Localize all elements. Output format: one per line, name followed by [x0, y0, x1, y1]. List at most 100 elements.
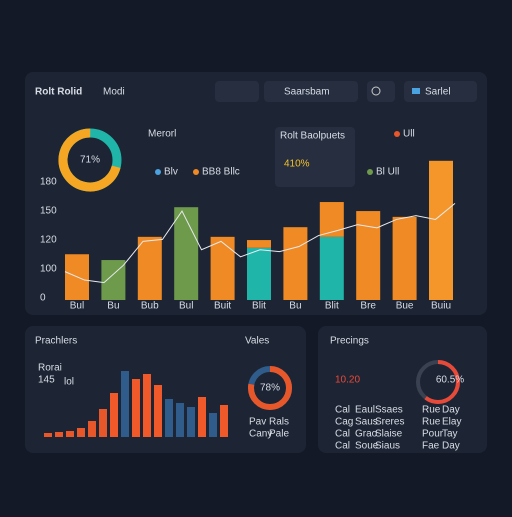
y-axis-label: 100: [40, 264, 57, 275]
x-axis-label: Bul: [179, 301, 193, 312]
table-cell: Day: [442, 441, 460, 452]
table-cell: Cal: [335, 405, 350, 416]
legend-text: Bl Ull: [376, 167, 399, 178]
y-axis-label: 120: [40, 235, 57, 246]
bar: [429, 160, 453, 300]
table-cell: Pour: [422, 429, 444, 440]
table-cell: Grao: [355, 429, 378, 440]
histogram-bar: [165, 399, 173, 437]
menu[interactable]: Merorl: [148, 129, 176, 140]
donut-arc: [248, 366, 292, 410]
bar: [356, 211, 381, 300]
table-cell: Fae: [422, 441, 440, 452]
legend-text: Blv: [164, 167, 178, 178]
bar: [283, 227, 308, 300]
legend-text: Cany: [249, 429, 272, 440]
legend-text: BB8 Bllc: [202, 167, 240, 178]
histogram-bar: [143, 374, 151, 437]
x-axis-label: Bul: [70, 301, 84, 312]
subtitle: Modi: [103, 87, 125, 98]
legend-dot: [193, 169, 199, 175]
bar: [319, 236, 344, 300]
toolbar[interactable]: [215, 81, 259, 102]
x-axis-label: Bre: [360, 301, 376, 312]
legend-dot: [155, 169, 161, 175]
title: Rolt Rolid: [35, 87, 82, 98]
y-axis-label: 0: [40, 293, 46, 304]
x-axis-label: Bue: [396, 301, 414, 312]
bar: [247, 247, 271, 300]
user-button[interactable]: [367, 81, 395, 102]
histogram-bar: [110, 393, 118, 437]
donut-arc: [58, 128, 122, 192]
panel-title: Vales: [245, 336, 269, 347]
bar: [174, 207, 199, 300]
histogram-bar: [198, 397, 206, 437]
histogram-bar: [44, 433, 52, 437]
table-cell: Day: [442, 405, 460, 416]
gauge-label: 60.5%: [436, 375, 464, 386]
table-cell: Sreres: [375, 417, 404, 428]
histogram-bar: [99, 409, 107, 437]
table-cell: Siaus: [375, 441, 400, 452]
table-cell: Cal: [335, 429, 350, 440]
card-title: Rolt Baolpuets: [280, 131, 345, 142]
kpi: 145: [38, 375, 55, 386]
bar: [392, 216, 417, 300]
dot: [394, 131, 400, 137]
kpi-caption: Rorai: [38, 363, 62, 374]
card-tag: Ull: [403, 129, 415, 140]
search-text: Saarsbam: [284, 87, 330, 98]
donut-label: 71%: [80, 155, 100, 166]
table-cell: Elay: [442, 417, 461, 428]
legend-dot: [367, 169, 373, 175]
kpi-unit: lol: [64, 377, 74, 388]
histogram-bar: [55, 432, 63, 437]
table-cell: Ssaes: [375, 405, 403, 416]
donut-arc: [416, 360, 460, 404]
histogram-bar: [220, 405, 228, 437]
search-box[interactable]: [264, 81, 358, 102]
icon: [371, 86, 381, 96]
histogram-bar: [88, 421, 96, 437]
card-value: 410%: [284, 159, 310, 170]
panel-title: Precings: [330, 336, 369, 347]
histogram-bar: [121, 371, 129, 437]
legend-text: Pale: [269, 429, 289, 440]
table-cell: Eaul: [355, 405, 375, 416]
histogram-bar: [209, 413, 217, 437]
x-axis-label: Blit: [252, 301, 266, 312]
table-cell: Rue: [422, 405, 441, 416]
histogram-bar: [187, 407, 195, 437]
trend-line: [64, 202, 456, 284]
histogram-bar: [176, 403, 184, 437]
kpi-card: [275, 127, 355, 187]
table-cell: Rue: [422, 417, 441, 428]
icon: [412, 88, 420, 94]
bar: [210, 236, 235, 300]
x-axis-label: Buiu: [431, 301, 451, 312]
table-cell: Cag: [335, 417, 353, 428]
bar: [137, 236, 162, 300]
x-axis-label: Bub: [141, 301, 159, 312]
bar-segment: [247, 240, 271, 248]
legend-text: Pav: [249, 417, 266, 428]
x-axis-label: Buit: [214, 301, 231, 312]
x-axis-label: Blit: [325, 301, 339, 312]
kpi: 10.20: [335, 375, 360, 386]
right-panel: [318, 326, 487, 453]
table-cell: Tay: [442, 429, 458, 440]
table-cell: Soue: [355, 441, 379, 452]
donut-label: 78%: [260, 383, 280, 394]
histogram-bar: [66, 431, 74, 437]
histogram-bar: [154, 385, 162, 437]
histogram-bar: [132, 379, 140, 437]
select-box[interactable]: [404, 81, 477, 102]
bar: [101, 260, 126, 300]
x-axis-label: Bu: [289, 301, 301, 312]
table-cell: Cal: [335, 441, 350, 452]
legend-text: Rals: [269, 417, 289, 428]
bar-segment: [319, 202, 344, 237]
y-axis-label: 150: [40, 206, 57, 217]
